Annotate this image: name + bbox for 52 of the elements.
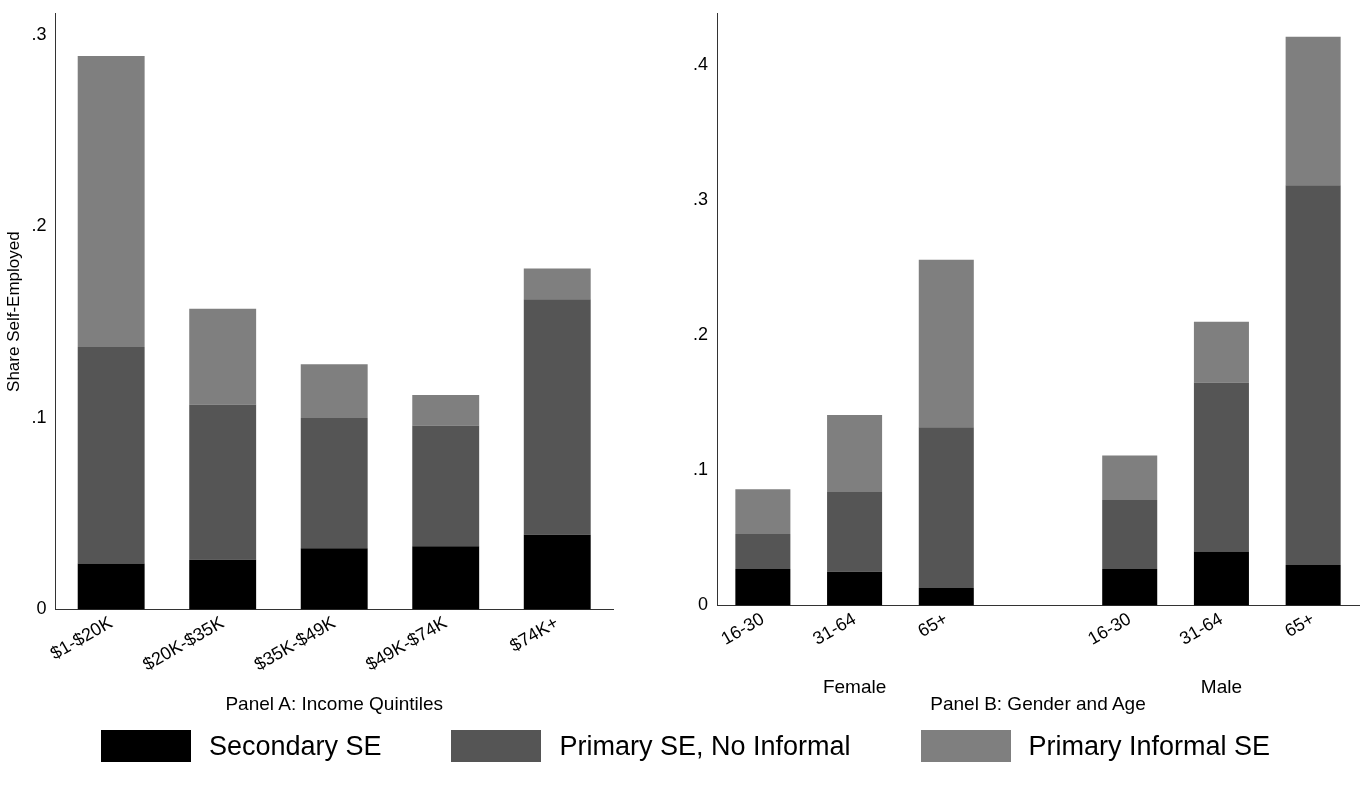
y-tick-label: .4 bbox=[693, 54, 709, 75]
x-tick-label: 65+ bbox=[914, 608, 951, 641]
bar bbox=[77, 347, 145, 564]
bar bbox=[1285, 36, 1341, 186]
bar bbox=[77, 563, 145, 610]
bar bbox=[827, 415, 883, 492]
bar bbox=[77, 55, 145, 348]
bar bbox=[523, 299, 591, 535]
y-tick-label: .2 bbox=[693, 324, 709, 345]
bar bbox=[918, 587, 974, 606]
bar bbox=[1102, 569, 1158, 606]
y-tick-label: .1 bbox=[31, 406, 47, 427]
y-axis-title: Share Self-Employed bbox=[3, 231, 23, 392]
bar bbox=[1285, 185, 1341, 565]
bar bbox=[735, 489, 791, 534]
bar bbox=[189, 404, 257, 560]
y-tick-label: 0 bbox=[36, 598, 47, 619]
bar bbox=[300, 548, 368, 610]
y-tick-label: 0 bbox=[698, 594, 709, 615]
bar bbox=[735, 533, 791, 569]
bar bbox=[523, 534, 591, 610]
bar bbox=[735, 569, 791, 606]
bar bbox=[827, 571, 883, 606]
text: Female bbox=[822, 675, 887, 697]
bar bbox=[412, 394, 480, 426]
bar bbox=[300, 364, 368, 418]
y-tick-label: .3 bbox=[693, 189, 709, 210]
bar bbox=[1193, 321, 1249, 383]
bar bbox=[827, 492, 883, 572]
bar bbox=[1193, 551, 1249, 606]
bar bbox=[189, 308, 257, 405]
text: Male bbox=[1200, 675, 1243, 697]
bar bbox=[1102, 455, 1158, 501]
legend-label: Primary Informal SE bbox=[1028, 730, 1271, 762]
bar bbox=[189, 559, 257, 610]
bar bbox=[918, 427, 974, 588]
x-axis-title: Panel B: Gender and Age bbox=[930, 692, 1146, 714]
x-tick-label: 65+ bbox=[1281, 608, 1318, 641]
bar bbox=[412, 425, 480, 547]
y-tick-label: .1 bbox=[693, 459, 709, 480]
x-axis-title: Panel A: Income Quintiles bbox=[225, 692, 443, 714]
bar bbox=[1285, 564, 1341, 606]
y-tick-label: .2 bbox=[31, 215, 47, 236]
bar bbox=[918, 259, 974, 428]
bar bbox=[300, 417, 368, 549]
bar bbox=[1102, 500, 1158, 569]
legend-label: Secondary SE bbox=[208, 730, 382, 762]
legend-label: Primary SE, No Informal bbox=[559, 730, 851, 762]
bar bbox=[523, 268, 591, 300]
y-tick-label: .3 bbox=[31, 23, 47, 44]
bar bbox=[1193, 382, 1249, 552]
bar bbox=[412, 546, 480, 610]
